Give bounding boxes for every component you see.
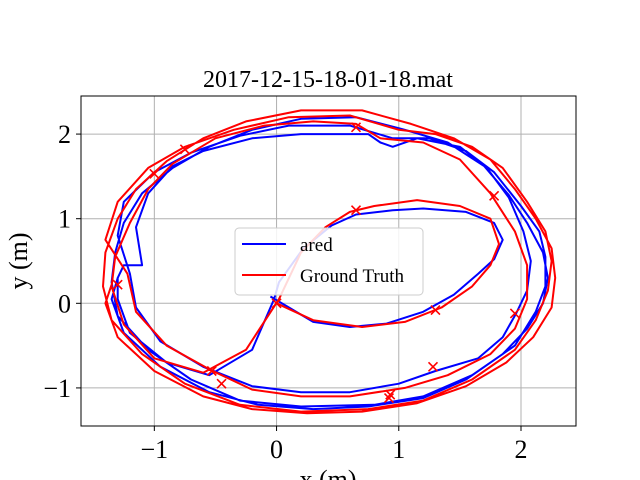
x-tick-label: 1 [392, 435, 405, 464]
x-marker [427, 361, 439, 372]
x-marker [179, 144, 190, 155]
legend-entry-ground-truth: Ground Truth [300, 266, 404, 287]
grid-lines [81, 96, 576, 426]
x-marker [149, 168, 160, 179]
x-marker [350, 205, 362, 216]
plot-frame [80, 95, 577, 427]
y-tick-label: −1 [43, 374, 71, 403]
x-axis-label: x (m) [299, 465, 356, 480]
y-tick-label: 1 [58, 205, 71, 234]
x-tick-label: −1 [140, 435, 168, 464]
x-marker [489, 190, 500, 201]
marker-layer [112, 122, 520, 404]
x-marker [271, 298, 282, 309]
x-marker [350, 122, 362, 133]
x-marker [509, 308, 520, 319]
x-marker [383, 393, 395, 404]
x-marker [216, 378, 227, 389]
series-layer [102, 109, 557, 415]
x-marker [385, 389, 396, 400]
legend-entry-ared: ared [300, 235, 333, 256]
x-marker [112, 279, 123, 290]
y-tick-label: 0 [58, 289, 71, 318]
y-axis-label: y (m) [4, 232, 33, 289]
legend: ared Ground Truth [234, 227, 424, 296]
x-tick-label: 2 [515, 435, 528, 464]
chart-title: 2017-12-15-18-01-18.mat [203, 67, 453, 93]
x-marker [206, 365, 217, 377]
ground-truth-series-line [102, 109, 557, 415]
x-tick-label: 0 [270, 435, 283, 464]
ared-series-line [110, 116, 549, 411]
axis-ticks: −1 0 1 2 −1 0 1 2 [43, 120, 527, 464]
y-tick-label: 2 [58, 120, 71, 149]
x-marker [430, 305, 441, 316]
